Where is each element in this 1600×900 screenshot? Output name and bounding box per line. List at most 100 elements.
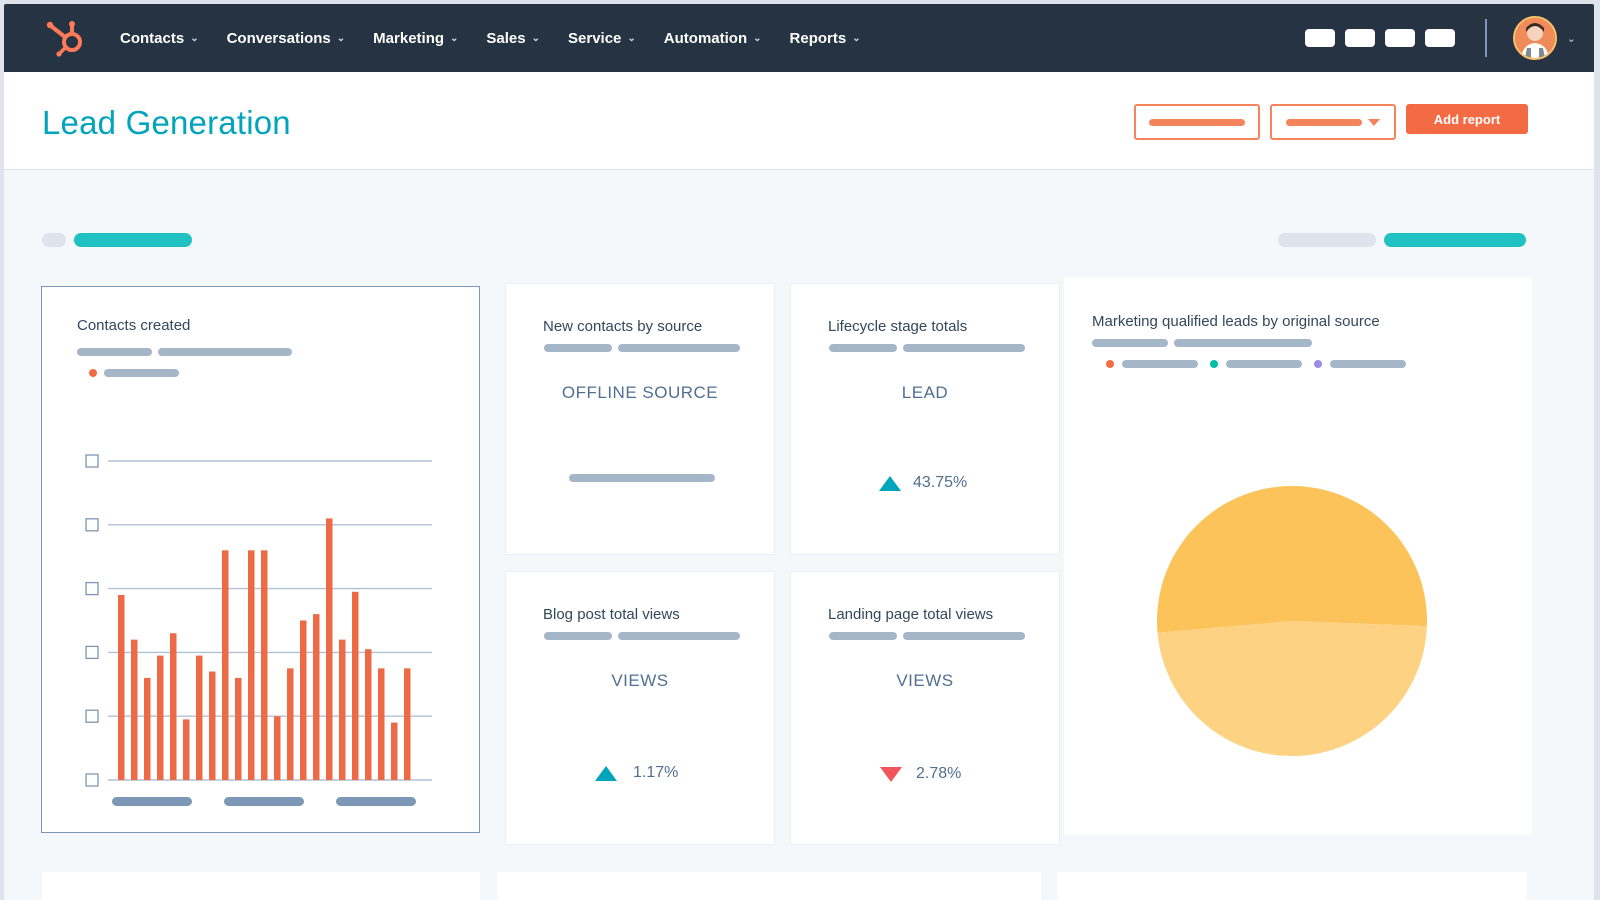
contacts-created-card[interactable]: Contacts created [41, 286, 480, 833]
nav-utility-button-4[interactable] [1424, 29, 1455, 47]
text-placeholder [1174, 339, 1312, 347]
pie-slice [1157, 485, 1427, 633]
trend-down-icon [880, 766, 902, 782]
chevron-down-icon: ⌄ [627, 32, 636, 44]
x-tick-label-placeholder [224, 797, 304, 806]
kpi-label: VIEWS [611, 671, 669, 690]
nav-utility-button-2[interactable] [1344, 29, 1375, 47]
bar [196, 655, 203, 780]
nav-marketing[interactable]: Marketing ⌄ [373, 30, 458, 47]
new-contacts-card[interactable]: New contacts by source OFFLINE SOURCE [505, 283, 775, 555]
active-filter-tab[interactable] [74, 233, 192, 247]
main-menu: Contacts ⌄ Conversations ⌄ Marketing ⌄ Sale… [120, 4, 889, 72]
y-tick-marker [85, 709, 99, 723]
legend-label-placeholder [1330, 360, 1406, 368]
bar [183, 719, 190, 780]
chevron-down-icon: ⌄ [336, 32, 346, 44]
text-placeholder [1092, 339, 1168, 347]
page-title: Lead Generation [42, 104, 291, 141]
legend-dot [1314, 360, 1322, 368]
bottom-card[interactable] [497, 872, 1041, 900]
mql-source-card[interactable]: Marketing qualified leads by original so… [1064, 277, 1532, 835]
mql-pie-chart [1157, 485, 1427, 756]
add-report-button[interactable]: Add report [1406, 104, 1528, 134]
text-placeholder [903, 632, 1025, 640]
kpi-delta: 43.75% [879, 474, 967, 492]
delta-value: 1.17% [633, 764, 679, 781]
bar [287, 668, 294, 780]
bar [170, 633, 177, 780]
nav-utility-button-1[interactable] [1304, 29, 1335, 47]
text-placeholder [77, 348, 152, 356]
bar [235, 677, 242, 780]
bar [222, 550, 229, 780]
bar [131, 639, 138, 780]
nav-service[interactable]: Service ⌄ [568, 30, 636, 47]
nav-sales[interactable]: Sales ⌄ [486, 30, 540, 47]
bar [326, 518, 333, 780]
legend-label-placeholder [104, 369, 179, 377]
card-title: Landing page total views [828, 606, 994, 623]
nav-contacts[interactable]: Contacts ⌄ [120, 30, 199, 47]
kpi-label: OFFLINE SOURCE [561, 383, 719, 402]
nav-reports-label: Reports [789, 29, 847, 47]
kpi-delta: 1.17% [595, 764, 678, 782]
bar [313, 614, 320, 780]
legend-label-placeholder [1226, 360, 1302, 368]
card-title: Blog post total views [543, 606, 680, 623]
bar [274, 716, 281, 780]
text-placeholder [544, 344, 612, 352]
bar [391, 722, 398, 780]
filter-chip[interactable] [42, 233, 66, 247]
legend-dot [1210, 360, 1218, 368]
bottom-card[interactable] [1057, 872, 1527, 900]
card-title: New contacts by source [543, 318, 703, 335]
bar [209, 671, 216, 780]
active-date-range[interactable] [1384, 233, 1526, 247]
kpi-value-placeholder [569, 474, 715, 482]
nav-utility-button-3[interactable] [1384, 29, 1415, 47]
card-title: Contacts created [77, 317, 191, 334]
chevron-down-icon[interactable]: ⌄ [1566, 32, 1576, 45]
nav-divider [1484, 19, 1487, 57]
lifecycle-card[interactable]: Lifecycle stage totals LEAD 43.75% [790, 283, 1060, 555]
text-placeholder [618, 344, 740, 352]
nav-sales-label: Sales [486, 29, 526, 47]
hubspot-sprocket-icon[interactable] [44, 18, 88, 58]
user-avatar-icon[interactable] [1512, 16, 1557, 60]
text-placeholder [903, 344, 1025, 352]
contacts-bar-chart [85, 454, 432, 806]
header-action-button[interactable] [1134, 104, 1260, 140]
bar [378, 668, 385, 780]
legend-label-placeholder [1122, 360, 1198, 368]
chevron-down-icon: ⌄ [531, 32, 541, 44]
header-dropdown-button[interactable] [1270, 104, 1396, 140]
nav-conversations-label: Conversations [226, 29, 331, 47]
page-header: Lead Generation Add report [4, 72, 1594, 170]
button-label-placeholder [1286, 118, 1362, 126]
date-range-chip[interactable] [1278, 233, 1376, 247]
delta-value: 2.78% [916, 765, 962, 782]
y-tick-marker [85, 518, 99, 532]
kpi-label: VIEWS [896, 671, 954, 690]
nav-marketing-label: Marketing [373, 29, 445, 47]
app-window: Contacts ⌄ Conversations ⌄ Marketing ⌄ Sale… [4, 4, 1594, 900]
nav-utilities: ⌄ [1304, 4, 1594, 72]
bar [365, 649, 372, 780]
delta-value: 43.75% [913, 474, 968, 491]
kpi-label: LEAD [901, 383, 949, 402]
y-tick-marker [85, 454, 99, 468]
nav-conversations[interactable]: Conversations ⌄ [227, 30, 346, 47]
card-title: Marketing qualified leads by original so… [1092, 313, 1380, 330]
text-placeholder [829, 344, 897, 352]
text-placeholder [829, 632, 897, 640]
bottom-card[interactable] [42, 872, 480, 900]
legend-dot [1106, 360, 1114, 368]
pie-slice [1157, 621, 1427, 756]
blog-views-card[interactable]: Blog post total views VIEWS 1.17% [505, 571, 775, 845]
landing-views-card[interactable]: Landing page total views VIEWS 2.78% [790, 571, 1060, 845]
nav-automation[interactable]: Automation ⌄ [664, 30, 762, 47]
nav-reports[interactable]: Reports ⌄ [790, 30, 861, 47]
button-label-placeholder [1149, 118, 1245, 126]
x-tick-label-placeholder [112, 797, 192, 806]
